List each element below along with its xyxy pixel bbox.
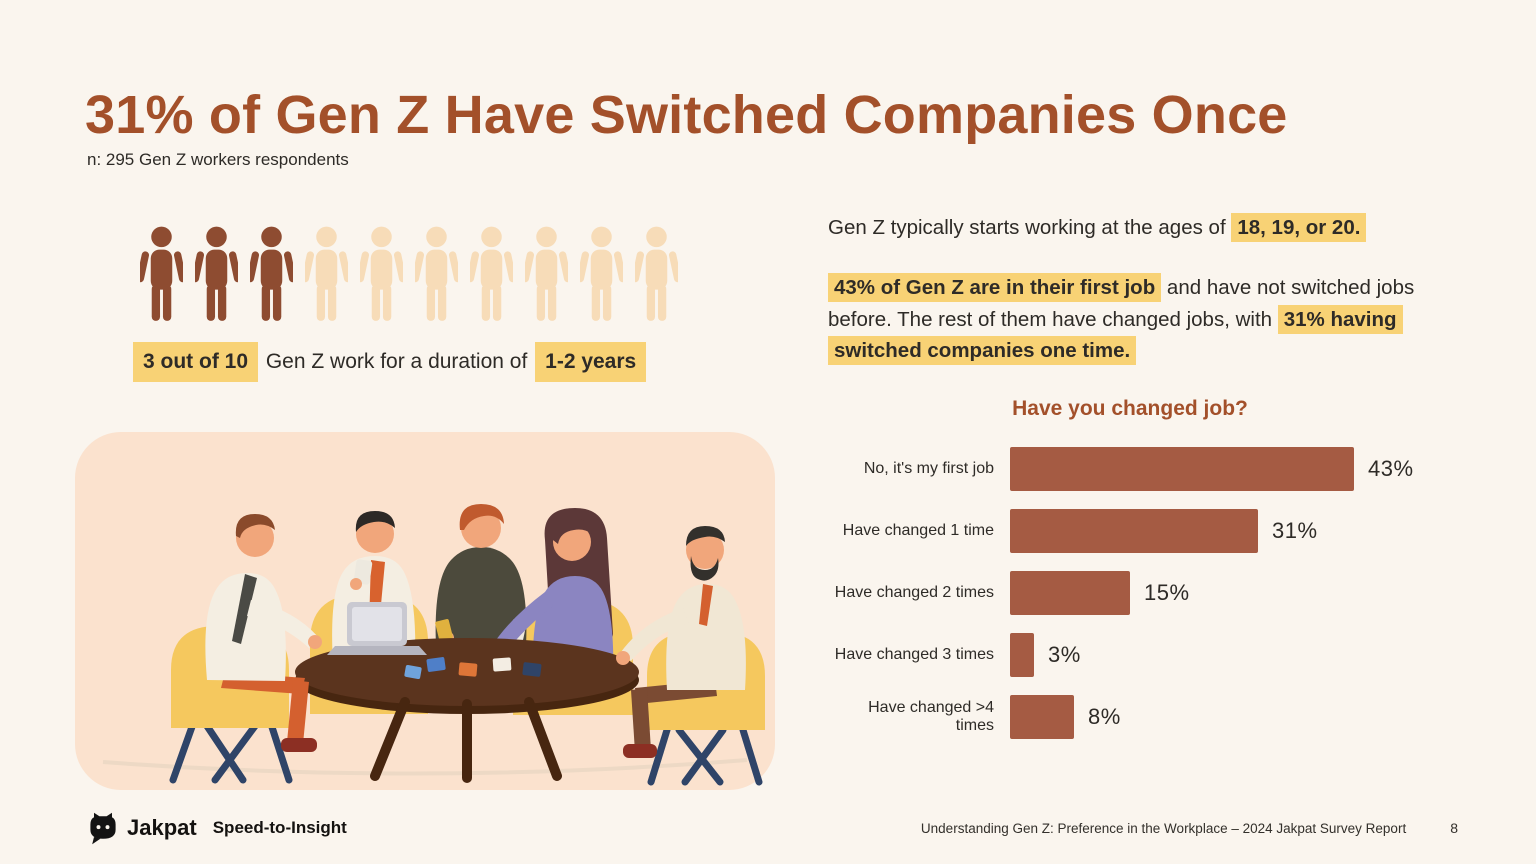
person-icon (525, 226, 568, 322)
brand-tagline: Speed-to-Insight (212, 818, 347, 837)
bar (1010, 633, 1034, 678)
para1-highlight: 18, 19, or 20. (1231, 213, 1367, 242)
footer-brand: Jakpat Speed-to-Insight (85, 810, 347, 846)
chart-title: Have you changed job? (1012, 397, 1248, 421)
caption-highlight-text: 1-2 years (535, 342, 647, 382)
bar (1010, 695, 1074, 740)
insights-column: Gen Z typically starts working at the ag… (828, 212, 1432, 757)
illustration-background (75, 432, 775, 790)
cards (404, 657, 542, 679)
laptop (327, 602, 427, 655)
jakpat-logo-icon (90, 812, 116, 845)
bar-value: 15% (1144, 580, 1190, 606)
bar-row: Have changed >4 times 8% (828, 695, 1432, 740)
bar-label: Have changed 2 times (834, 584, 994, 602)
bar (1010, 571, 1130, 616)
pictogram-row (140, 226, 678, 322)
team-illustration (75, 432, 775, 790)
pictogram-caption: 3 out of 10 Gen Z work for a duration of… (133, 342, 647, 382)
person-icon (360, 226, 403, 322)
caption-highlight-text: 3 out of 10 (133, 342, 259, 382)
person-icon (415, 226, 458, 322)
bar-label: Have changed 1 time (842, 522, 994, 540)
page-title: 31% of Gen Z Have Switched Companies Onc… (85, 85, 1288, 145)
person-1 (205, 514, 322, 752)
report-title: Understanding Gen Z: Preference in the W… (920, 820, 1407, 836)
person-icon (140, 226, 183, 322)
bar-label: No, it's my first job (863, 460, 994, 478)
person-5 (616, 526, 746, 758)
person-icon (580, 226, 623, 322)
person-icon (305, 226, 348, 322)
caption-plain-text: Gen Z work for a duration of (260, 350, 534, 373)
para2-highlight-1: 43% of Gen Z are in their first job (828, 272, 1162, 302)
bar (1010, 447, 1354, 492)
para2-text: and have not switched jobs before. The r… (828, 275, 1415, 331)
bar-row: Have changed 2 times 15% (828, 571, 1432, 616)
person-icon (250, 226, 293, 322)
person-icon (635, 226, 678, 322)
person-icon (195, 226, 238, 322)
bar-row: Have changed 3 times 3% (828, 633, 1432, 678)
insight-paragraph-2: 43% of Gen Z are in their first job and … (828, 272, 1432, 367)
brand-name: Jakpat (127, 815, 197, 840)
bar (1010, 509, 1258, 554)
bar-value: 31% (1272, 518, 1318, 544)
page-number: 8 (1450, 820, 1458, 836)
person-icon (470, 226, 513, 322)
illustration-svg (75, 432, 775, 790)
bar-value: 43% (1368, 456, 1414, 482)
bar-row: Have changed 1 time 31% (828, 509, 1432, 554)
insight-paragraph-1: Gen Z typically starts working at the ag… (828, 212, 1432, 244)
para1-text: Gen Z typically starts working at the ag… (828, 216, 1232, 239)
bar-value: 3% (1048, 642, 1081, 668)
bar-label: Have changed 3 times (834, 646, 994, 664)
bar-row: No, it's my first job 43% (828, 447, 1432, 492)
bar-value: 8% (1088, 704, 1121, 730)
bar-label: Have changed >4 times (868, 699, 994, 735)
sample-size-note: n: 295 Gen Z workers respondents (87, 150, 349, 169)
footer-report-info: Understanding Gen Z: Preference in the W… (921, 820, 1458, 836)
bar-chart: No, it's my first job 43% Have changed 1 t… (828, 447, 1432, 740)
